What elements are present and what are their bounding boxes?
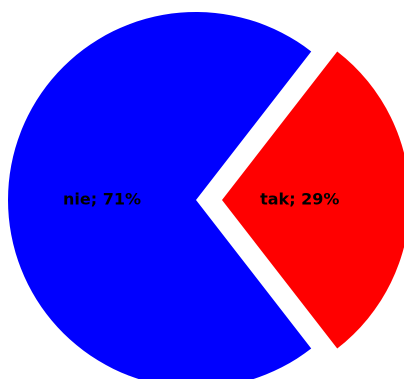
pie-labels: tak; 29% nie; 71% xyxy=(63,190,339,209)
pie-slice-tak xyxy=(222,51,404,349)
pie-label-nie: nie; 71% xyxy=(63,190,141,209)
pie-label-tak: tak; 29% xyxy=(260,190,339,209)
pie-slice-nie xyxy=(8,12,312,379)
pie-slices xyxy=(8,12,404,379)
